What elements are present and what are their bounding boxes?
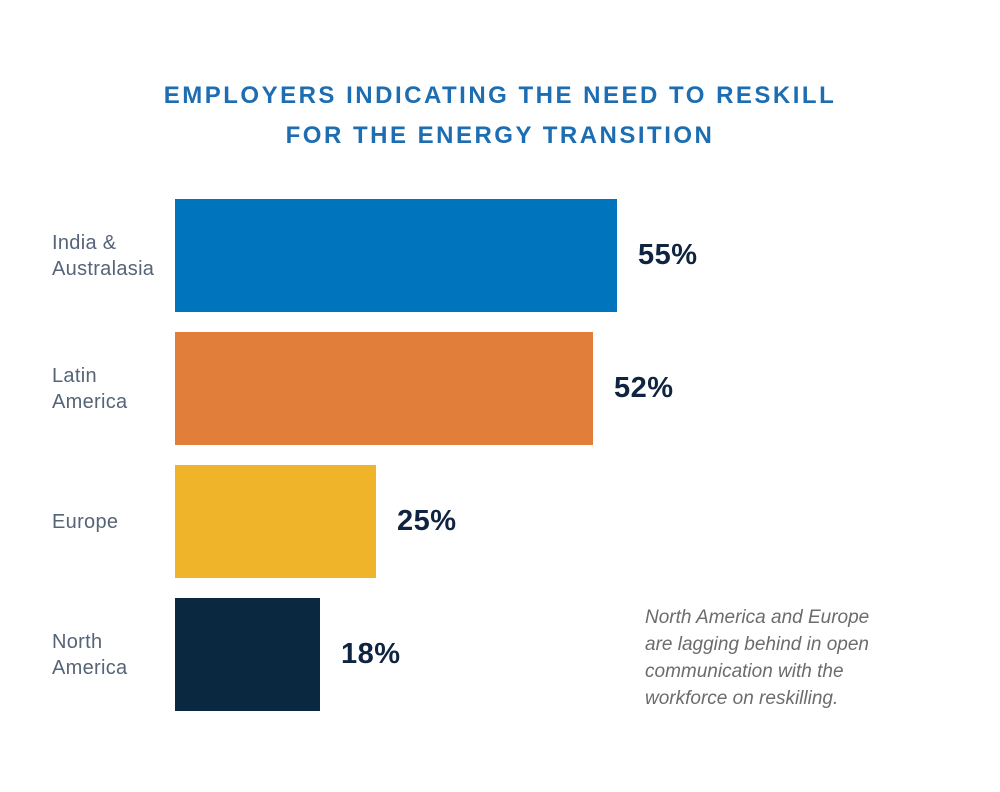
chart-title: EMPLOYERS INDICATING THE NEED TO RESKILL…	[0, 76, 1000, 156]
bar-row-latin-america: Latin America 52%	[0, 332, 1000, 445]
value-label: 25%	[397, 505, 457, 537]
category-label: Europe	[52, 510, 119, 533]
chart-title-line-2: FOR THE ENERGY TRANSITION	[285, 122, 715, 149]
category-label: Latin America	[52, 364, 128, 413]
bar-row-india-australasia: India & Australasia 55%	[0, 199, 1000, 312]
bar-row-north-america: North America 18%	[0, 598, 1000, 711]
value-label: 18%	[341, 638, 401, 670]
bar-europe	[175, 465, 376, 578]
bar-north-america	[175, 598, 320, 711]
chart-title-line-1: EMPLOYERS INDICATING THE NEED TO RESKILL	[163, 82, 837, 109]
category-label: North America	[52, 630, 128, 679]
bar-india-australasia	[175, 199, 617, 312]
annotation: North America and Europe are lagging beh…	[645, 607, 870, 709]
category-label: India & Australasia	[52, 231, 155, 280]
bar-rows: India & Australasia 55% Latin America 52…	[0, 199, 1000, 711]
value-label: 55%	[638, 239, 698, 271]
bar-latin-america	[175, 332, 593, 445]
bar-row-europe: Europe 25%	[0, 465, 1000, 578]
value-label: 52%	[614, 372, 674, 404]
